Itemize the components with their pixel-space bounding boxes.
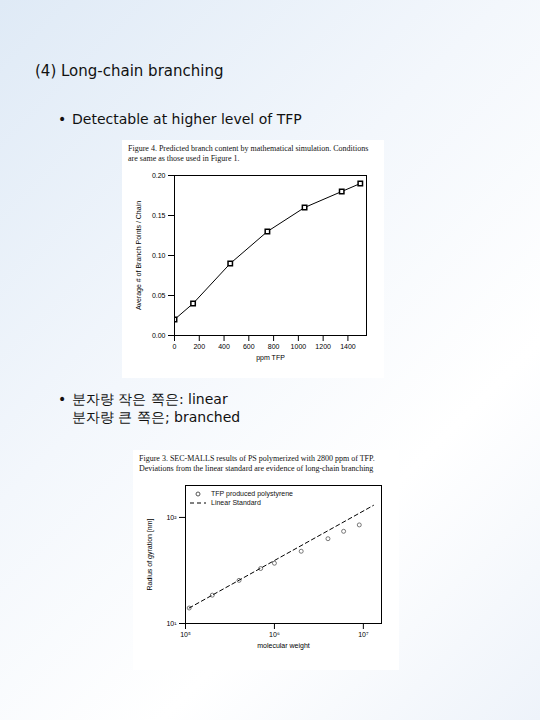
svg-text:Radius of gyration [nm]: Radius of gyration [nm] <box>146 518 154 590</box>
svg-text:10⁶: 10⁶ <box>269 631 280 638</box>
html-text:TFP produced polystyrene: TFP produced polystyrene <box>211 490 293 497</box>
html-text:(4) Long-chain branching: (4) Long-chain branching <box>35 62 224 80</box>
html-text:• 분자량 작은 쪽은: linear: • 분자량 작은 쪽은: linear <box>58 391 228 407</box>
svg-text:10⁵: 10⁵ <box>180 631 191 638</box>
svg-text:10²: 10² <box>166 514 177 521</box>
svg-text:0.00: 0.00 <box>152 332 166 339</box>
svg-text:0.20: 0.20 <box>152 172 166 179</box>
svg-text:10¹: 10¹ <box>166 620 177 627</box>
svg-text:800: 800 <box>268 343 280 350</box>
svg-text:0.10: 0.10 <box>152 252 166 259</box>
svg-text:10⁷: 10⁷ <box>358 631 369 638</box>
html-text:Figure 3. SEC-MALLS results of: Figure 3. SEC-MALLS results of PS polyme… <box>139 454 375 473</box>
svg-text:600: 600 <box>243 343 255 350</box>
html-text:Figure 4. Predicted branch con: Figure 4. Predicted branch content by ma… <box>128 144 369 163</box>
html-text:• Detectable at higher level o: • Detectable at higher level of TFP <box>58 111 302 127</box>
svg-text:1000: 1000 <box>291 343 307 350</box>
svg-text:ppm TFP: ppm TFP <box>256 354 285 362</box>
html-text:분자량 큰 쪽은; branched: 분자량 큰 쪽은; branched <box>72 409 241 425</box>
svg-text:0: 0 <box>173 343 177 350</box>
svg-text:0.05: 0.05 <box>152 292 166 299</box>
svg-text:1200: 1200 <box>315 343 331 350</box>
svg-text:Average # of Branch Points / C: Average # of Branch Points / Chain <box>135 201 143 310</box>
svg-text:400: 400 <box>218 343 230 350</box>
html-text:Linear Standard: Linear Standard <box>211 499 261 506</box>
svg-text:molecular weight: molecular weight <box>257 642 310 650</box>
svg-text:200: 200 <box>193 343 205 350</box>
svg-text:1400: 1400 <box>340 343 356 350</box>
svg-text:0.15: 0.15 <box>152 212 166 219</box>
